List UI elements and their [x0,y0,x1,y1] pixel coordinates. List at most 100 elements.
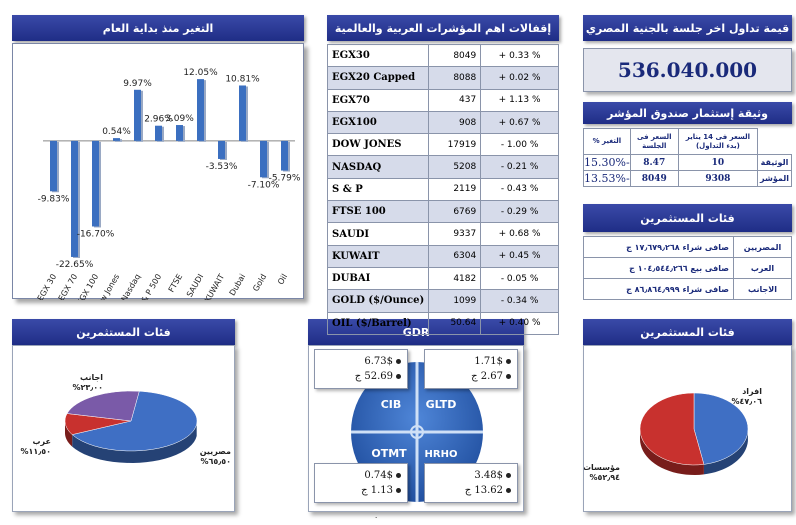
table-row: العرب صافى بيع ١٠٤٫٥٤٤٫٢٦٦ ج [583,257,792,279]
bar [260,140,267,178]
index-change: + 0.33 % [480,43,559,68]
investor-value: صافى شراء ٨٦٫٨٦٤٫٩٩٩ ج [583,278,734,300]
bullet-icon [396,374,401,379]
pie-slice-side [640,429,704,475]
table-row: DOW JONES 17919- 1.00 % [326,133,559,157]
category-label: Nasdaq [119,273,142,301]
index-change: - 0.29 % [480,200,559,224]
pie-label: اجانب [80,373,103,382]
index-name: SAUDI [326,222,430,246]
index-value: 8049 [428,43,482,68]
category-label: Dubai [228,273,248,298]
table-row: OIL ($/Barrel) 50.64 + 0.40 % [326,311,559,335]
pie-slice [639,392,705,466]
bar [71,140,78,257]
investor-label: الاجانب [733,278,792,300]
bar [50,140,57,192]
investor-label: المصريين [733,236,792,258]
category-label: Oil [276,273,289,287]
bar [281,140,288,171]
table-row: EGX30 8049 + 0.33 % [326,43,559,68]
table-row: KUWAIT 6304 + 0.45 % [326,244,559,268]
bar-data-label: -5.79% [269,174,301,184]
fund-change: -13.53% [583,170,631,187]
table-row: DUBAI 4182- 0.05 % [326,266,559,291]
bullet-icon [396,488,401,493]
bar-data-label: 12.05% [183,68,218,78]
category-label: SAUDI [185,273,205,299]
gdr-box-hrho: 3.48$ 13.62 ج [424,463,518,503]
bullet-icon [506,473,511,478]
pie-label: افراد [742,387,762,396]
bullet-icon [506,488,511,493]
index-change: + 0.67 % [480,110,559,135]
bar [134,89,141,141]
bar [92,140,99,227]
index-name: EGX20 Capped [326,66,430,90]
table-row: S & P 2119- 0.43 % [326,177,559,202]
index-value: 6304 [428,244,482,268]
pie-slice [71,390,198,452]
fund-table: السعر فى 14 يناير (بدء التداول) السعر فى… [583,128,792,187]
index-change: + 0.40 % [480,311,559,335]
fund-col-price-session: السعر فى الجلسة [629,128,679,155]
index-value: 4182 [428,266,482,291]
investor-label: العرب [733,257,792,279]
fund-price-session: 8.47 [629,154,679,171]
trading-value: 536.040.000 [583,48,792,92]
fund-row-label: الوثيقة [757,154,792,171]
pie-pct: %٦٥٫٥٠ [200,457,231,466]
gdr-quadrant-label: HRHO [425,449,458,460]
index-value: 437 [428,88,482,112]
world-change-bar-chart: -9.83% EGX 30 -22.65% EGX 70 -16.70% EGX 100 0… [36,68,301,313]
index-name: FTSE 100 [326,200,430,224]
bar-data-label: 0.54% [102,127,131,137]
category-label: EGX 30 [36,273,59,301]
table-row: الاجانب صافى شراء ٨٦٫٨٦٤٫٩٩٩ ج [583,278,792,300]
bar-data-label: 9.97% [123,79,152,89]
index-value: 908 [428,110,482,135]
index-value: 8088 [428,66,482,90]
index-name: NASDAQ [326,155,430,179]
index-name: DOW JONES [326,133,430,157]
table-row: NASDAQ 5208- 0.21 % [326,155,559,179]
index-change: + 0.45 % [480,244,559,268]
index-change: - 0.21 % [480,155,559,179]
investors-pie1-panel: مصريين %٦٥٫٥٠ عرب %١١٫٥٠ اجانب %٢٣٫٠٠ [12,345,235,512]
index-name: DUBAI [326,266,430,291]
index-change: - 1.00 % [480,133,559,157]
fund-change: -15.30% [583,154,631,171]
indices-table: EGX30 8049 + 0.33 % EGX20 Capped 8088 + 0.02 … [326,43,559,335]
fund-row-label: المؤشر [757,170,792,187]
trading-value-header: قيمة تداول اخر جلسة بالجنية المصري [583,15,792,41]
fund-col-change: التغير % [583,128,631,155]
bullet-icon [396,359,401,364]
index-value: 6769 [428,200,482,224]
pie-pct: %١١٫٥٠ [20,447,51,456]
pie-pct: %٤٧٫٠٦ [731,397,762,406]
world-change-header: التغير منذ بداية العام [12,15,304,41]
index-value: 9337 [428,222,482,246]
index-change: + 1.13 % [480,88,559,112]
index-value: 17919 [428,133,482,157]
index-value: 5208 [428,155,482,179]
pie-slice-side [703,430,748,475]
bar-data-label: -9.83% [38,194,70,204]
table-row: FTSE 100 6769- 0.29 % [326,200,559,224]
table-row: EGX70 437 + 1.13 % [326,88,559,112]
fund-price-jan: 9308 [677,170,759,187]
investors-header: فئات المستثمرين [583,204,792,232]
investor-value: صافى بيع ١٠٤٫٥٤٤٫٢٦٦ ج [583,257,734,279]
table-row: المصريين صافى شراء ١٧٫٦٧٩٫٢٦٨ ج [583,236,792,258]
bar-data-label: -3.53% [206,162,238,172]
pie-slice [66,390,140,422]
table-row: EGX100 908 + 0.67 % [326,110,559,135]
fund-price-session: 8049 [629,170,679,187]
index-name: OIL ($/Barrel) [326,311,430,335]
fund-price-jan: 10 [677,154,759,171]
bar-data-label: 10.81% [225,74,260,84]
gdr-box-cib: 6.73$ 52.69 ج [314,349,408,389]
category-label: EGX 100 [75,273,100,301]
gdr-center-ring [410,425,424,439]
pie-pct: %٢٣٫٠٠ [72,383,103,392]
